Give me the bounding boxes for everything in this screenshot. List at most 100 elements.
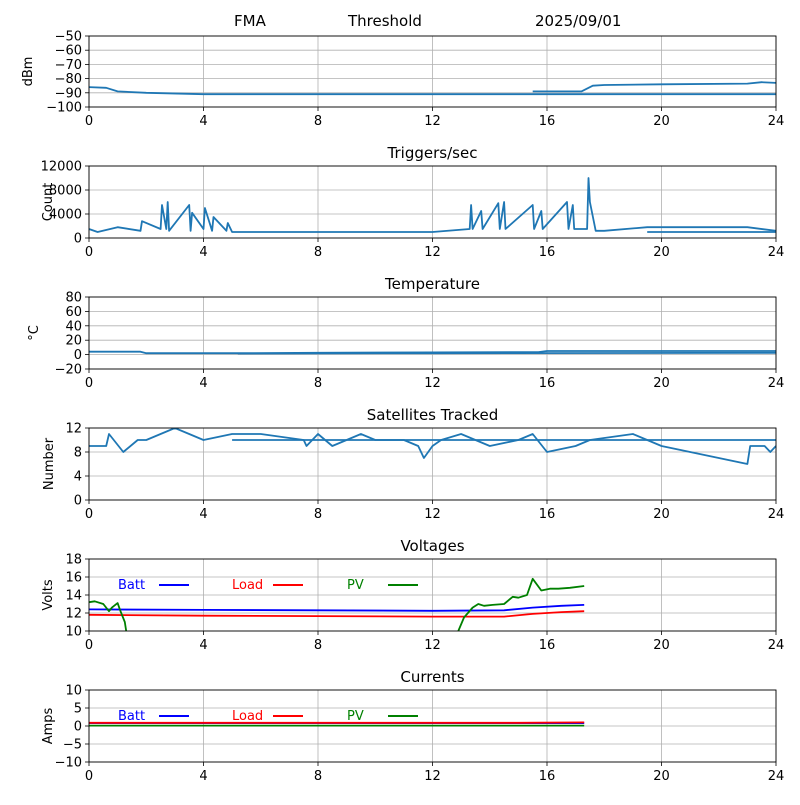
- x-tick-label: 8: [314, 638, 322, 653]
- x-tick-label: 12: [424, 376, 441, 391]
- x-tick-label: 16: [539, 114, 556, 129]
- panel-title: Triggers/sec: [387, 144, 478, 162]
- y-tick-label: −70: [55, 58, 82, 73]
- chart-panel-4: 0 4 8 12 16 20 24 0 4 8 12 Satellites Tracked Number: [42, 406, 784, 522]
- y-tick-label: −10: [55, 756, 82, 771]
- station-name: FMA: [234, 12, 266, 30]
- date-label: 2025/09/01: [535, 12, 621, 30]
- legend-label: Load: [232, 578, 263, 593]
- y-tick-label: 12000: [41, 160, 82, 175]
- x-tick-label: 4: [199, 114, 207, 129]
- series-line-1: [89, 605, 584, 611]
- x-tick-label: 12: [424, 638, 441, 653]
- y-axis-label: Volts: [41, 579, 56, 611]
- x-tick-label: 24: [768, 245, 785, 260]
- series-line-2: [89, 611, 584, 616]
- x-tick-label: 12: [424, 507, 441, 522]
- mode-label: Threshold: [348, 12, 422, 30]
- x-tick-label: 12: [424, 245, 441, 260]
- panel-title: Satellites Tracked: [367, 406, 498, 424]
- x-tick-label: 0: [85, 638, 93, 653]
- y-tick-label: 10: [65, 625, 82, 640]
- x-tick-label: 20: [653, 376, 670, 391]
- y-tick-label: 8: [74, 446, 82, 461]
- x-tick-label: 8: [314, 114, 322, 129]
- x-tick-label: 24: [768, 376, 785, 391]
- y-tick-label: 5: [74, 702, 82, 717]
- y-tick-label: −50: [55, 30, 82, 45]
- x-tick-label: 16: [539, 376, 556, 391]
- x-tick-label: 0: [85, 376, 93, 391]
- x-tick-label: 20: [653, 245, 670, 260]
- x-tick-label: 24: [768, 769, 785, 784]
- x-tick-label: 16: [539, 507, 556, 522]
- y-tick-label: 18: [65, 553, 82, 568]
- x-tick-label: 8: [314, 245, 322, 260]
- y-tick-label: −20: [55, 363, 82, 378]
- y-tick-label: 0: [74, 232, 82, 247]
- series-line-2: [533, 82, 776, 91]
- x-tick-label: 16: [539, 638, 556, 653]
- y-axis-label: °C: [27, 325, 42, 341]
- series-line-2: [238, 353, 776, 354]
- x-tick-label: 8: [314, 376, 322, 391]
- x-tick-label: 0: [85, 245, 93, 260]
- x-tick-label: 24: [768, 638, 785, 653]
- y-axis-label: dBm: [21, 57, 36, 87]
- chart-panel-1: 0 4 8 12 16 20 24 −50−60−70−80−90−100 dBm: [21, 30, 784, 130]
- legend-label: PV: [347, 709, 364, 724]
- x-tick-label: 4: [199, 507, 207, 522]
- x-tick-label: 4: [199, 245, 207, 260]
- x-tick-label: 20: [653, 638, 670, 653]
- legend-label: Load: [232, 709, 263, 724]
- x-tick-label: 4: [199, 638, 207, 653]
- y-tick-label: −80: [55, 72, 82, 87]
- y-tick-label: 16: [65, 571, 82, 586]
- x-tick-label: 8: [314, 769, 322, 784]
- y-tick-label: 60: [65, 305, 82, 320]
- chart-panel-5: 0 4 8 12 16 20 24 10 12 14 16 18 Voltages Volts Batt Lo…: [41, 537, 784, 653]
- legend-label: PV: [347, 578, 364, 593]
- y-axis-label: Number: [42, 437, 57, 490]
- x-tick-label: 24: [768, 507, 785, 522]
- panel-title: Currents: [400, 668, 464, 686]
- chart-panel-6: 0 4 8 12 16 20 24 −10 −5 0 5 10 Currents Amps Batt Load…: [41, 668, 784, 784]
- y-tick-label: 10: [65, 684, 82, 699]
- y-tick-label: 0: [74, 348, 82, 363]
- y-tick-label: 12: [65, 422, 82, 437]
- x-tick-label: 8: [314, 507, 322, 522]
- x-tick-label: 12: [424, 114, 441, 129]
- x-tick-label: 20: [653, 114, 670, 129]
- y-tick-label: 4: [74, 470, 82, 485]
- panel-title: Voltages: [400, 537, 464, 555]
- y-tick-label: −90: [55, 86, 82, 101]
- x-tick-label: 20: [653, 507, 670, 522]
- y-tick-label: 20: [65, 334, 82, 349]
- x-tick-label: 20: [653, 769, 670, 784]
- series-line-3: [89, 601, 126, 631]
- x-tick-label: 0: [85, 114, 93, 129]
- x-tick-label: 0: [85, 769, 93, 784]
- x-tick-label: 16: [539, 769, 556, 784]
- panel-title: Temperature: [384, 275, 480, 293]
- x-tick-label: 4: [199, 769, 207, 784]
- legend-label: Batt: [118, 709, 145, 724]
- y-tick-label: 0: [74, 720, 82, 735]
- x-tick-label: 0: [85, 507, 93, 522]
- y-axis-label: Count: [41, 183, 56, 222]
- legend-label: Batt: [118, 578, 145, 593]
- y-tick-label: 0: [74, 494, 82, 509]
- y-tick-label: −5: [63, 738, 82, 753]
- y-axis-label: Amps: [41, 707, 56, 744]
- x-tick-label: 24: [768, 114, 785, 129]
- x-tick-label: 12: [424, 769, 441, 784]
- y-tick-label: −60: [55, 44, 82, 59]
- y-tick-label: −100: [46, 101, 82, 116]
- y-tick-label: 12: [65, 607, 82, 622]
- y-tick-label: 14: [65, 589, 82, 604]
- y-tick-label: 40: [65, 319, 82, 334]
